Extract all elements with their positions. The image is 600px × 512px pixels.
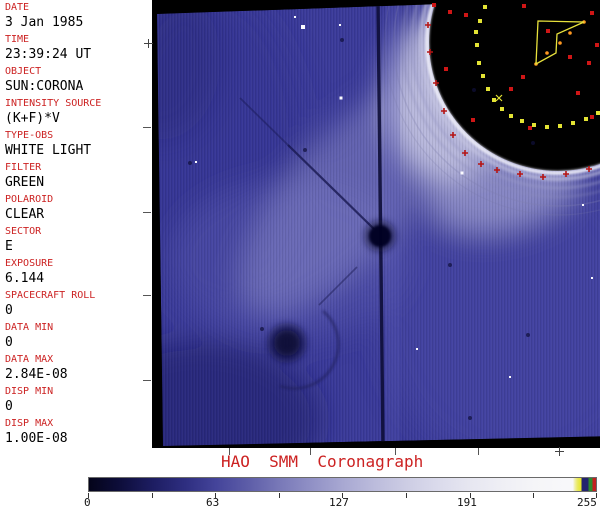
- colorbar-tick: [406, 493, 407, 498]
- ghost-line: [318, 266, 358, 306]
- metadata-field: TIME 23:39:24 UT: [5, 34, 151, 66]
- bottom-axis-tick: [310, 448, 311, 455]
- field-value: 3 Jan 1985: [5, 15, 84, 30]
- colorbar-tick-label: 0: [84, 496, 91, 509]
- occulting-disk: [429, 0, 600, 171]
- colorbar-tick: [470, 493, 471, 498]
- colorbar-tick-label: 127: [329, 496, 349, 509]
- colorbar-tick: [88, 493, 89, 498]
- field-label: OBJECT: [5, 66, 42, 77]
- colorbar-tick: [533, 493, 534, 498]
- field-label: EXPOSURE: [5, 258, 54, 269]
- metadata-field: SPACECRAFT ROLL 0: [5, 290, 151, 322]
- field-value: CLEAR: [5, 207, 45, 222]
- field-value: 6.144: [5, 271, 45, 286]
- field-label: TIME: [5, 34, 30, 45]
- field-label: DISP MAX: [5, 418, 54, 429]
- intensity-colorbar: [88, 477, 597, 492]
- field-value: WHITE LIGHT: [5, 143, 92, 158]
- metadata-field: DATA MIN 0: [5, 322, 151, 354]
- fiducial-dots-layer: [188, 3, 600, 420]
- image-title: HAO SMM Coronagraph: [221, 452, 424, 471]
- bottom-axis-tick: [478, 448, 479, 455]
- colorbar-tick: [152, 493, 153, 498]
- metadata-field: POLAROID CLEAR: [5, 194, 151, 226]
- ghost-blob: [267, 323, 307, 363]
- metadata-field: DISP MIN 0: [5, 386, 151, 418]
- field-label: DISP MIN: [5, 386, 54, 397]
- field-label: TYPE-OBS: [5, 130, 54, 141]
- field-label: DATA MAX: [5, 354, 54, 365]
- metadata-field: TYPE-OBS WHITE LIGHT: [5, 130, 151, 162]
- field-value: GREEN: [5, 175, 45, 190]
- field-label: SECTOR: [5, 226, 42, 237]
- metadata-field: SECTOR E: [5, 226, 151, 258]
- field-value: 1.00E-08: [5, 431, 68, 446]
- left-axis-tick: [143, 380, 151, 381]
- diffraction-rings: [384, 0, 600, 216]
- colorbar-tick-label: 63: [206, 496, 220, 509]
- metadata-panel: DATE 3 Jan 1985 TIME 23:39:24 UT OBJECT …: [5, 2, 151, 450]
- metadata-field: INTENSITY SOURCE (K+F)*V: [5, 98, 151, 130]
- metadata-field: DATA MAX 2.84E-08: [5, 354, 151, 386]
- colorbar-tick: [215, 493, 216, 498]
- field-value: (K+F)*V: [5, 111, 60, 126]
- colorbar-tick-label: 191: [457, 496, 477, 509]
- metadata-field: FILTER GREEN: [5, 162, 151, 194]
- bottom-axis-tick: [395, 448, 396, 455]
- colorbar-tick: [342, 493, 343, 498]
- field-label: FILTER: [5, 162, 42, 173]
- field-value: 2.84E-08: [5, 367, 68, 382]
- colorbar-tick: [596, 493, 597, 498]
- support-blob: [364, 220, 396, 252]
- metadata-field: DATE 3 Jan 1985: [5, 2, 151, 34]
- coronagraph-image: [152, 0, 600, 448]
- field-label: SPACECRAFT ROLL: [5, 290, 96, 301]
- wire-shadow-lower: [287, 144, 375, 230]
- instrument-features: [239, 0, 400, 446]
- left-axis-tick: [143, 127, 151, 128]
- field-label: DATE: [5, 2, 30, 13]
- metadata-field: EXPOSURE 6.144: [5, 258, 151, 290]
- field-value: 0: [5, 303, 13, 318]
- field-label: INTENSITY SOURCE: [5, 98, 102, 109]
- bottom-axis-tick: [229, 448, 230, 455]
- field-label: DATA MIN: [5, 322, 54, 333]
- ghost-ring-arc: [279, 310, 340, 390]
- field-value: 0: [5, 335, 13, 350]
- field-label: POLAROID: [5, 194, 54, 205]
- field-value: E: [5, 239, 13, 254]
- plus-fiducial-mark: [555, 447, 564, 456]
- colorbar-tick-label: 255: [577, 496, 597, 509]
- wire-shadow-upper: [239, 97, 291, 148]
- coronagraph-sky-image: [157, 0, 600, 446]
- colorbar-tick: [279, 493, 280, 498]
- metadata-field: DISP MAX 1.00E-08: [5, 418, 151, 450]
- field-value: 23:39:24 UT: [5, 47, 92, 62]
- left-axis-tick: [143, 212, 151, 213]
- field-value: SUN:CORONA: [5, 79, 84, 94]
- yellow-overlay-polygon: [535, 20, 585, 66]
- left-axis-tick: [143, 295, 151, 296]
- metadata-field: OBJECT SUN:CORONA: [5, 66, 151, 98]
- field-value: 0: [5, 399, 13, 414]
- plus-fiducial-mark: [144, 39, 153, 48]
